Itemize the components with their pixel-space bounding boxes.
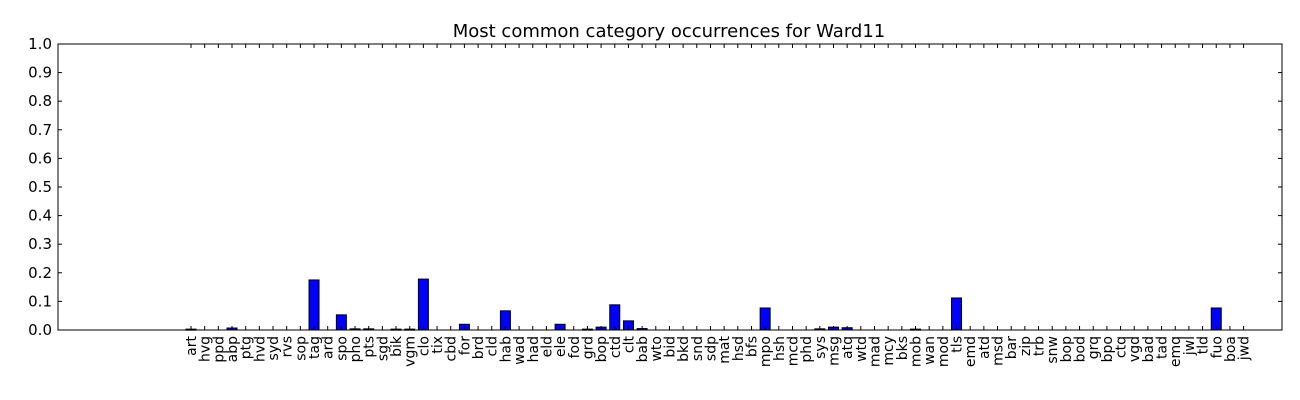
x-tick-label-hsd: hsd (731, 336, 747, 361)
x-tick-label-bid: bid (662, 336, 678, 358)
x-axis: arthvgppdabpptghvdsydrvssoptagardspophop… (184, 44, 1253, 367)
bar-clo (417, 278, 429, 331)
x-tick-label-atd: atd (977, 336, 993, 359)
x-tick-label-cbd: cbd (444, 336, 460, 361)
x-tick-label-hvd: hvd (252, 336, 268, 362)
x-tick-label-spo: spo (334, 336, 350, 361)
x-tick-label-mob: mob (909, 336, 925, 367)
x-tick-label-cld: cld (485, 336, 501, 356)
x-tick-label-ard: ard (321, 336, 337, 359)
x-tick-label-bad: bad (1141, 336, 1157, 362)
x-tick-label-tag: tag (307, 336, 323, 359)
y-tick-label: 1.0 (28, 35, 52, 53)
x-tick-label-sys: sys (813, 336, 829, 359)
x-tick-label-ptg: ptg (239, 336, 255, 359)
y-tick-label: 0.1 (28, 292, 52, 310)
x-tick-label-mod: mod (936, 336, 952, 367)
x-tick-label-bop: bop (1059, 336, 1075, 362)
x-tick-label-for: for (457, 336, 473, 355)
bar-series (185, 278, 1222, 331)
x-tick-label-eld: eld (539, 336, 555, 357)
bar-tls (951, 297, 963, 331)
x-tick-label-grd: grd (580, 336, 596, 359)
x-tick-label-rvs: rvs (280, 336, 296, 357)
x-tick-label-msd: msd (991, 336, 1007, 366)
x-tick-label-msg: msg (826, 336, 842, 366)
x-tick-label-hvg: hvg (198, 336, 214, 362)
x-tick-label-fuo: fuo (1209, 336, 1225, 358)
y-tick-label: 0.7 (28, 121, 52, 139)
x-tick-label-wad: wad (512, 336, 528, 365)
y-tick-label: 0.2 (28, 264, 52, 282)
x-tick-label-tld: tld (1196, 336, 1212, 354)
x-tick-label-bkd: bkd (676, 336, 692, 362)
x-tick-label-boa: boa (1223, 336, 1239, 362)
chart-title: Most common category occurrences for War… (453, 21, 886, 42)
x-tick-label-sdp: sdp (703, 336, 719, 361)
x-tick-label-jwd: jwd (1237, 336, 1253, 361)
x-tick-label-emq: emq (1168, 336, 1184, 367)
y-tick-label: 0.4 (28, 207, 52, 225)
y-tick-label: 0.5 (28, 178, 52, 196)
bar-tag (308, 279, 320, 331)
x-tick-label-sgd: sgd (375, 336, 391, 361)
x-tick-label-bop: bop (594, 336, 610, 362)
x-tick-label-mat: mat (717, 336, 733, 364)
x-tick-label-ppd: ppd (211, 336, 227, 363)
x-tick-label-trb: trb (1032, 336, 1048, 356)
x-tick-label-syd: syd (266, 336, 282, 360)
x-tick-label-wtd: wtd (854, 336, 870, 362)
x-tick-label-hsh: hsh (772, 336, 788, 361)
x-tick-label-brd: brd (471, 336, 487, 359)
x-tick-label-clt: clt (621, 335, 637, 353)
x-tick-label-wto: wto (649, 336, 665, 362)
x-tick-label-hab: hab (498, 336, 514, 362)
x-tick-label-bik: bik (389, 335, 405, 357)
x-tick-label-sop: sop (293, 336, 309, 361)
y-axis: 0.0 0.1 0.2 0.3 0.4 0.5 0.6 0.7 0.8 0.9 1.0 (28, 35, 1282, 339)
x-tick-label-pho: pho (348, 336, 364, 362)
x-tick-label-zip: zip (1018, 336, 1034, 356)
x-tick-label-ctq: ctq (1114, 336, 1130, 358)
x-tick-label-bfs: bfs (744, 336, 760, 357)
x-tick-label-tad: tad (1155, 336, 1171, 359)
x-tick-label-jwl: jwl (1182, 336, 1198, 356)
x-tick-label-bod: bod (1073, 336, 1089, 362)
x-tick-label-wan: wan (922, 336, 938, 365)
y-tick-label: 0.3 (28, 235, 52, 253)
x-tick-label-mad: mad (868, 336, 884, 367)
x-tick-label-atq: atq (840, 336, 856, 359)
x-tick-label-emd: emd (963, 336, 979, 367)
x-tick-label-bab: bab (635, 336, 651, 362)
y-tick-label: 0.9 (28, 64, 52, 82)
x-tick-label-clo: clo (416, 336, 432, 356)
x-tick-label-mcy: mcy (881, 336, 897, 366)
x-tick-label-mpo: mpo (758, 336, 774, 367)
y-tick-label: 0.0 (28, 321, 52, 339)
y-tick-label: 0.8 (28, 92, 52, 110)
x-tick-label-art: art (184, 335, 200, 355)
x-tick-label-vgm: vgm (403, 336, 419, 367)
x-tick-label-abp: abp (225, 336, 241, 362)
x-tick-label-vgd: vgd (1127, 336, 1143, 362)
x-tick-label-had: had (526, 336, 542, 362)
x-tick-label-fod: fod (567, 336, 583, 358)
x-tick-label-grq: grq (1086, 336, 1102, 359)
x-tick-label-mcd: mcd (785, 336, 801, 366)
x-tick-label-bks: bks (895, 336, 911, 360)
plot-frame (57, 43, 1283, 331)
x-tick-label-bpo: bpo (1100, 336, 1116, 362)
y-tick-label: 0.6 (28, 149, 52, 167)
x-tick-label-phd: phd (799, 336, 815, 363)
x-tick-label-ctd: ctd (608, 336, 624, 358)
x-tick-label-tls: tls (950, 336, 966, 353)
x-tick-label-ele: ele (553, 336, 569, 357)
x-tick-label-pts: pts (362, 336, 378, 358)
x-tick-label-snd: snd (690, 336, 706, 361)
x-tick-label-snw: snw (1045, 336, 1061, 364)
x-tick-label-bar: bar (1004, 336, 1020, 359)
x-tick-label-tix: tix (430, 336, 446, 354)
